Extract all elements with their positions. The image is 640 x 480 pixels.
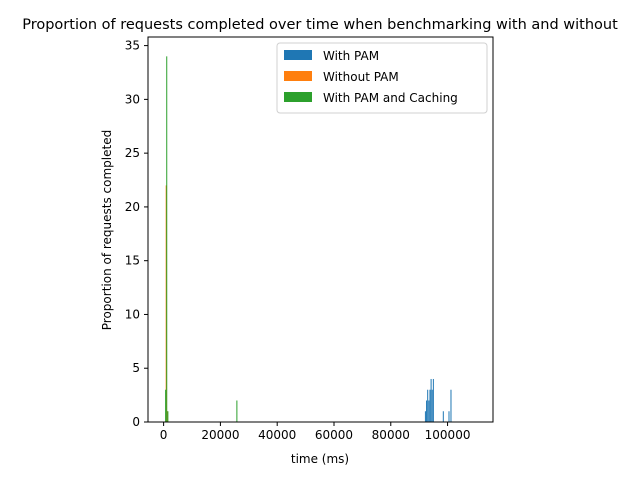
bar-with-pam-and-caching-2 <box>167 411 169 422</box>
bar-with-pam-1 <box>426 400 428 422</box>
bars-layer <box>165 56 452 423</box>
legend-swatch-with-pam <box>284 50 312 60</box>
y-tick-label-2: 10 <box>125 307 140 321</box>
x-tick-label-0: 0 <box>160 428 168 442</box>
bar-with-pam-8 <box>442 411 444 422</box>
y-axis-label: Proportion of requests completed <box>100 130 114 330</box>
x-tick-label-5: 100000 <box>425 428 471 442</box>
bar-with-pam-6 <box>431 389 433 422</box>
x-tick-label-3: 60000 <box>315 428 353 442</box>
bar-with-pam-and-caching-0 <box>165 389 167 422</box>
chart-title: Proportion of requests completed over ti… <box>22 17 618 33</box>
x-axis: 0 20000 40000 60000 80000 100000 <box>160 422 471 442</box>
legend-label-with-pam: With PAM <box>323 49 379 63</box>
legend-label-without-pam: Without PAM <box>323 70 399 84</box>
x-axis-label: time (ms) <box>291 452 349 466</box>
x-tick-label-1: 20000 <box>201 428 239 442</box>
bar-without-pam-1 <box>166 411 168 422</box>
y-tick-label-7: 35 <box>125 39 140 53</box>
bar-with-pam-and-caching-3 <box>236 400 238 422</box>
legend-box <box>276 42 488 114</box>
legend-label-with-pam-and-caching: With PAM and Caching <box>323 91 458 105</box>
y-tick-label-4: 20 <box>125 200 140 214</box>
y-tick-label-3: 15 <box>125 254 140 268</box>
legend-swatch-without-pam <box>284 71 312 81</box>
y-tick-label-5: 25 <box>125 146 140 160</box>
bar-with-pam-3 <box>428 400 430 422</box>
bar-with-pam-and-caching-1 <box>166 56 168 423</box>
bar-without-pam-0 <box>165 185 167 422</box>
x-tick-label-4: 80000 <box>372 428 410 442</box>
bar-with-pam-10 <box>450 389 452 422</box>
y-tick-label-0: 0 <box>132 415 140 429</box>
x-tick-label-2: 40000 <box>258 428 296 442</box>
y-axis: 0 5 10 15 20 25 30 35 <box>125 39 148 429</box>
bar-with-pam-2 <box>427 389 429 422</box>
bar-with-pam-0 <box>424 411 426 422</box>
bar-with-pam-4 <box>429 389 431 422</box>
bar-with-pam-9 <box>448 411 450 422</box>
bar-with-pam-7 <box>432 378 434 422</box>
y-tick-label-6: 30 <box>125 92 140 106</box>
plot-frame <box>147 36 494 423</box>
y-tick-label-1: 5 <box>132 361 140 375</box>
legend: With PAM Without PAM With PAM and Caching <box>276 42 488 114</box>
legend-swatch-with-pam-and-caching <box>284 92 312 102</box>
bar-with-pam-5 <box>430 378 432 422</box>
